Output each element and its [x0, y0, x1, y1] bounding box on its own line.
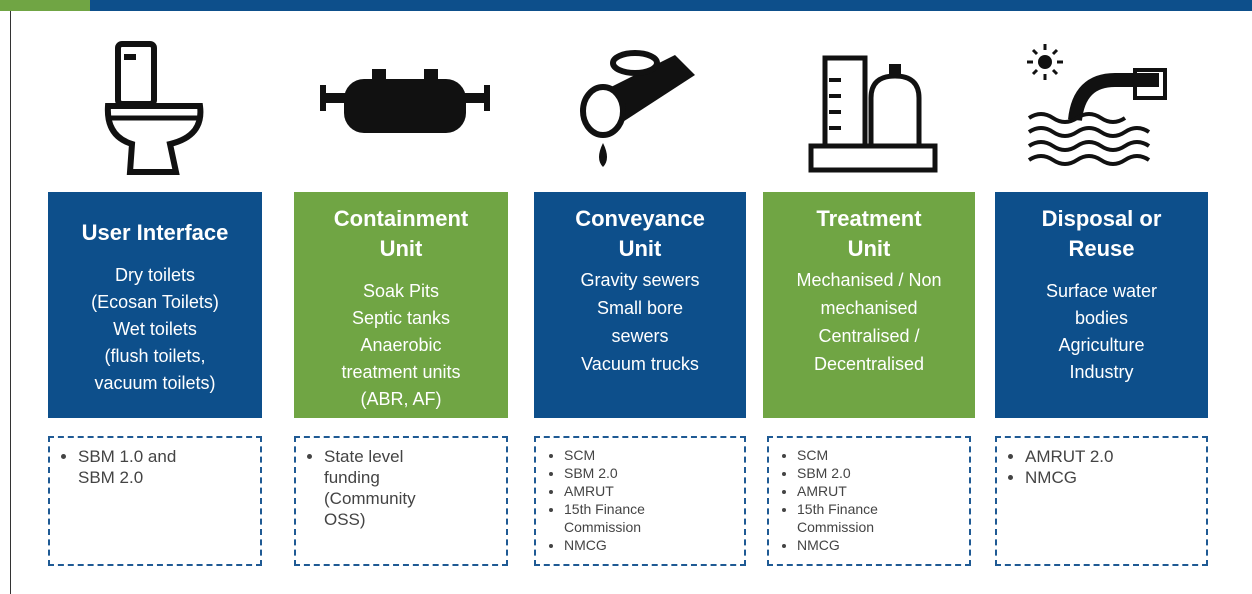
- treatment-icon: [808, 55, 938, 173]
- stage-item: treatment units: [341, 362, 461, 382]
- funding-list: SCMSBM 2.0AMRUT15th Finance CommissionNM…: [775, 446, 957, 554]
- funding-list: State level funding (Community OSS): [302, 446, 454, 530]
- funding-item: AMRUT: [797, 482, 957, 500]
- stage-title: User Interface: [81, 220, 229, 245]
- stage-item: vacuum toilets): [94, 373, 216, 393]
- stage-items: Dry toilets (Ecosan Toilets) Wet toilets (f…: [48, 262, 262, 397]
- stage-item: (flush toilets,: [104, 346, 206, 366]
- stage-item: Wet toilets: [113, 319, 197, 339]
- stage-title: Containment Unit: [333, 206, 469, 261]
- stage-title: Conveyance Unit: [575, 206, 705, 261]
- top-bar-green: [0, 0, 90, 11]
- stage-item: Dry toilets: [114, 265, 195, 285]
- stage-item: Industry: [1069, 362, 1134, 382]
- stage-item: Mechanised / Non: [796, 270, 942, 290]
- stage-item: Centralised /: [818, 326, 920, 346]
- stage-item: Anaerobic: [360, 335, 442, 355]
- toilet-icon: [104, 41, 204, 175]
- stage-item: Surface water: [1045, 281, 1158, 301]
- stage-item: Soak Pits: [362, 281, 440, 301]
- funding-item: AMRUT 2.0: [1025, 446, 1185, 467]
- funding-list: SCMSBM 2.0AMRUT15th Finance CommissionNM…: [542, 446, 724, 554]
- funding-item: 15th Finance Commission: [797, 500, 957, 536]
- funding-item: State level funding (Community OSS): [324, 446, 454, 530]
- funding-item: NMCG: [564, 536, 724, 554]
- funding-list: SBM 1.0 and SBM 2.0: [56, 446, 208, 488]
- funding-item: SBM 2.0: [797, 464, 957, 482]
- stage-item: (ABR, AF): [360, 389, 442, 409]
- funding-list: AMRUT 2.0NMCG: [1003, 446, 1185, 488]
- funding-box: SCMSBM 2.0AMRUT15th Finance CommissionNM…: [534, 436, 746, 566]
- stage-item: Agriculture: [1058, 335, 1145, 355]
- funding-item: NMCG: [797, 536, 957, 554]
- funding-item: NMCG: [1025, 467, 1185, 488]
- stage-item: (Ecosan Toilets): [91, 292, 219, 312]
- stage-item: mechanised: [820, 298, 918, 318]
- outfall-icon: [1027, 44, 1167, 166]
- stage-items: Mechanised / Non mechanised Centralised / D…: [763, 266, 975, 378]
- funding-item: AMRUT: [564, 482, 724, 500]
- stage-item: Septic tanks: [351, 308, 451, 328]
- stage-item: bodies: [1074, 308, 1129, 328]
- stage-item: sewers: [611, 326, 669, 346]
- stage-title: Treatment Unit: [816, 206, 922, 261]
- stage-title: Disposal or Reuse: [1041, 206, 1162, 261]
- funding-box: SBM 1.0 and SBM 2.0: [48, 436, 262, 566]
- stage-item: Gravity sewers: [580, 270, 700, 290]
- pipe-icon: [580, 50, 695, 167]
- stage-items: Gravity sewers Small bore sewers Vacuum tru…: [534, 266, 746, 378]
- tank-icon: [320, 69, 490, 133]
- funding-box: AMRUT 2.0NMCG: [995, 436, 1208, 566]
- funding-box: SCMSBM 2.0AMRUT15th Finance CommissionNM…: [767, 436, 971, 566]
- funding-box: State level funding (Community OSS): [294, 436, 508, 566]
- stage-box: Disposal or Reuse Surface water bodies Agri…: [995, 192, 1208, 418]
- left-rule: [10, 11, 11, 594]
- funding-item: 15th Finance Commission: [564, 500, 724, 536]
- stage-box: User Interface Dry toilets (Ecosan Toilets…: [48, 192, 262, 418]
- stage-box: Conveyance Unit Gravity sewers Small bore s…: [534, 192, 746, 418]
- funding-item: SBM 2.0: [564, 464, 724, 482]
- funding-item: SCM: [564, 446, 724, 464]
- stage-item: Decentralised: [813, 354, 925, 374]
- funding-item: SBM 1.0 and SBM 2.0: [78, 446, 208, 488]
- top-bar-blue: [90, 0, 1252, 11]
- stage-item: Small bore: [596, 298, 684, 318]
- stage-items: Surface water bodies Agriculture Industry: [995, 278, 1208, 386]
- stage-items: Soak Pits Septic tanks Anaerobic treatment …: [294, 278, 508, 413]
- stage-box: Containment Unit Soak Pits Septic tanks Ana…: [294, 192, 508, 418]
- stage-box: Treatment Unit Mechanised / Non mechanised…: [763, 192, 975, 418]
- funding-item: SCM: [797, 446, 957, 464]
- stage-item: Vacuum trucks: [581, 354, 699, 374]
